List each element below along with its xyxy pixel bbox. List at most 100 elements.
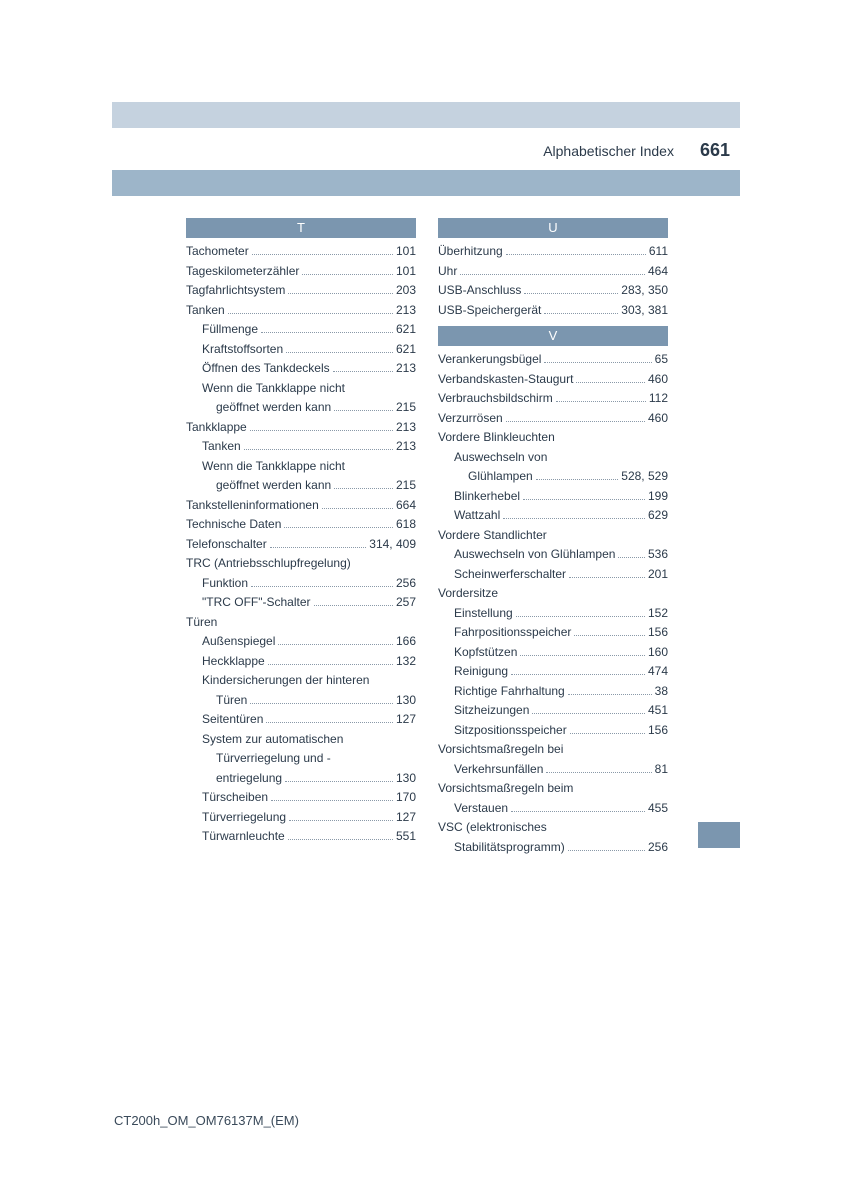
entry-label: Technische Daten [186,515,281,535]
entry-label: Wattzahl [454,506,500,526]
entry-label: Tankstelleninformationen [186,496,319,516]
leader-dots [284,527,393,528]
entry-label: Auswechseln von Glühlampen [454,545,615,565]
entry-label: Verbrauchsbildschirm [438,389,553,409]
index-entry: Auswechseln von [438,448,668,468]
entry-page: 528, 529 [621,467,668,487]
entry-label: Türverriegelung und - [216,749,331,769]
index-entry: VSC (elektronisches [438,818,668,838]
index-entry: Vorsichtsmaßregeln beim [438,779,668,799]
entry-label: Außenspiegel [202,632,275,652]
index-entry: Telefonschalter314, 409 [186,535,416,555]
index-entry: Glühlampen 528, 529 [438,467,668,487]
index-entry: Vordere Blinkleuchten [438,428,668,448]
index-entry: Vordersitze [438,584,668,604]
entry-page: 213 [396,301,416,321]
entry-label: Tageskilometerzähler [186,262,299,282]
entry-page: 460 [648,409,668,429]
index-entry: Kopfstützen 160 [438,643,668,663]
index-entry: Fahrpositionsspeicher156 [438,623,668,643]
entry-label: Wenn die Tankklappe nicht [202,379,345,399]
entry-label: geöffnet werden kann [216,476,331,496]
entry-page: 213 [396,359,416,379]
index-entry: Überhitzung611 [438,242,668,262]
entry-label: "TRC OFF"-Schalter [202,593,311,613]
entry-label: USB-Anschluss [438,281,521,301]
entry-label: Tanken [186,301,225,321]
leader-dots [252,254,393,255]
entry-page: 127 [396,808,416,828]
entry-page: 38 [655,682,668,702]
index-entry: Verstauen455 [438,799,668,819]
entry-label: Verzurrösen [438,409,503,429]
leader-dots [544,362,651,363]
leader-dots [460,274,645,275]
leader-dots [334,488,393,489]
leader-dots [511,811,645,812]
top-bar [112,102,740,128]
entry-page: 618 [396,515,416,535]
right-column: U Überhitzung611Uhr464USB-Anschluss 283, 3… [438,218,668,857]
entry-label: Seitentüren [202,710,263,730]
side-tab [698,822,740,848]
entry-page: 215 [396,398,416,418]
entry-label: Tankklappe [186,418,247,438]
leader-dots [618,557,645,558]
entry-page: 160 [648,643,668,663]
index-entry: Vorsichtsmaßregeln bei [438,740,668,760]
index-entry: Wattzahl629 [438,506,668,526]
index-entry: Reinigung474 [438,662,668,682]
entry-label: VSC (elektronisches [438,818,547,838]
leader-dots [286,352,393,353]
index-entry: geöffnet werden kann215 [186,476,416,496]
leader-dots [285,781,393,782]
entry-label: Vorsichtsmaßregeln bei [438,740,563,760]
entry-page: 256 [396,574,416,594]
index-entry: Verzurrösen 460 [438,409,668,429]
leader-dots [250,430,393,431]
index-entry: Funktion256 [186,574,416,594]
entry-label: Fahrpositionsspeicher [454,623,571,643]
leader-dots [576,382,645,383]
entry-label: Telefonschalter [186,535,267,555]
leader-dots [314,605,393,606]
leader-dots [511,674,645,675]
entry-label: USB-Speichergerät [438,301,541,321]
index-entry: Uhr464 [438,262,668,282]
leader-dots [536,479,619,480]
index-entry: Verbandskasten-Staugurt460 [438,370,668,390]
index-entry: Verankerungsbügel65 [438,350,668,370]
left-column: TTachometer101Tageskilometerzähler101Tag… [186,218,416,857]
entry-label: Türen [186,613,217,633]
entry-page: 451 [648,701,668,721]
index-entry: Sitzheizungen451 [438,701,668,721]
entry-label: Heckklappe [202,652,265,672]
leader-dots [524,293,618,294]
index-entry: Auswechseln von Glühlampen536 [438,545,668,565]
entry-label: Einstellung [454,604,513,624]
section-header-u: U [438,218,668,238]
entry-page: 257 [396,593,416,613]
entry-label: Glühlampen [468,467,533,487]
entry-label: Kindersicherungen der hinteren [202,671,369,691]
entry-label: Tanken [202,437,241,457]
index-entry: Wenn die Tankklappe nicht [186,457,416,477]
entry-label: Kopfstützen [454,643,517,663]
index-entry: Blinkerhebel199 [438,487,668,507]
entry-page: 156 [648,721,668,741]
entry-label: Türwarnleuchte [202,827,285,847]
leader-dots [556,401,646,402]
leader-dots [569,577,645,578]
entry-page: 213 [396,418,416,438]
entry-page: 621 [396,320,416,340]
entry-label: TRC (Antriebsschlupfregelung) [186,554,351,574]
index-entry: "TRC OFF"-Schalter 257 [186,593,416,613]
footer-text: CT200h_OM_OM76137M_(EM) [114,1113,299,1128]
leader-dots [302,274,393,275]
index-entry: Verkehrsunfällen81 [438,760,668,780]
entry-page: 112 [649,389,668,409]
leader-dots [333,371,393,372]
entry-label: geöffnet werden kann [216,398,331,418]
leader-dots [268,664,393,665]
entry-page: 283, 350 [621,281,668,301]
